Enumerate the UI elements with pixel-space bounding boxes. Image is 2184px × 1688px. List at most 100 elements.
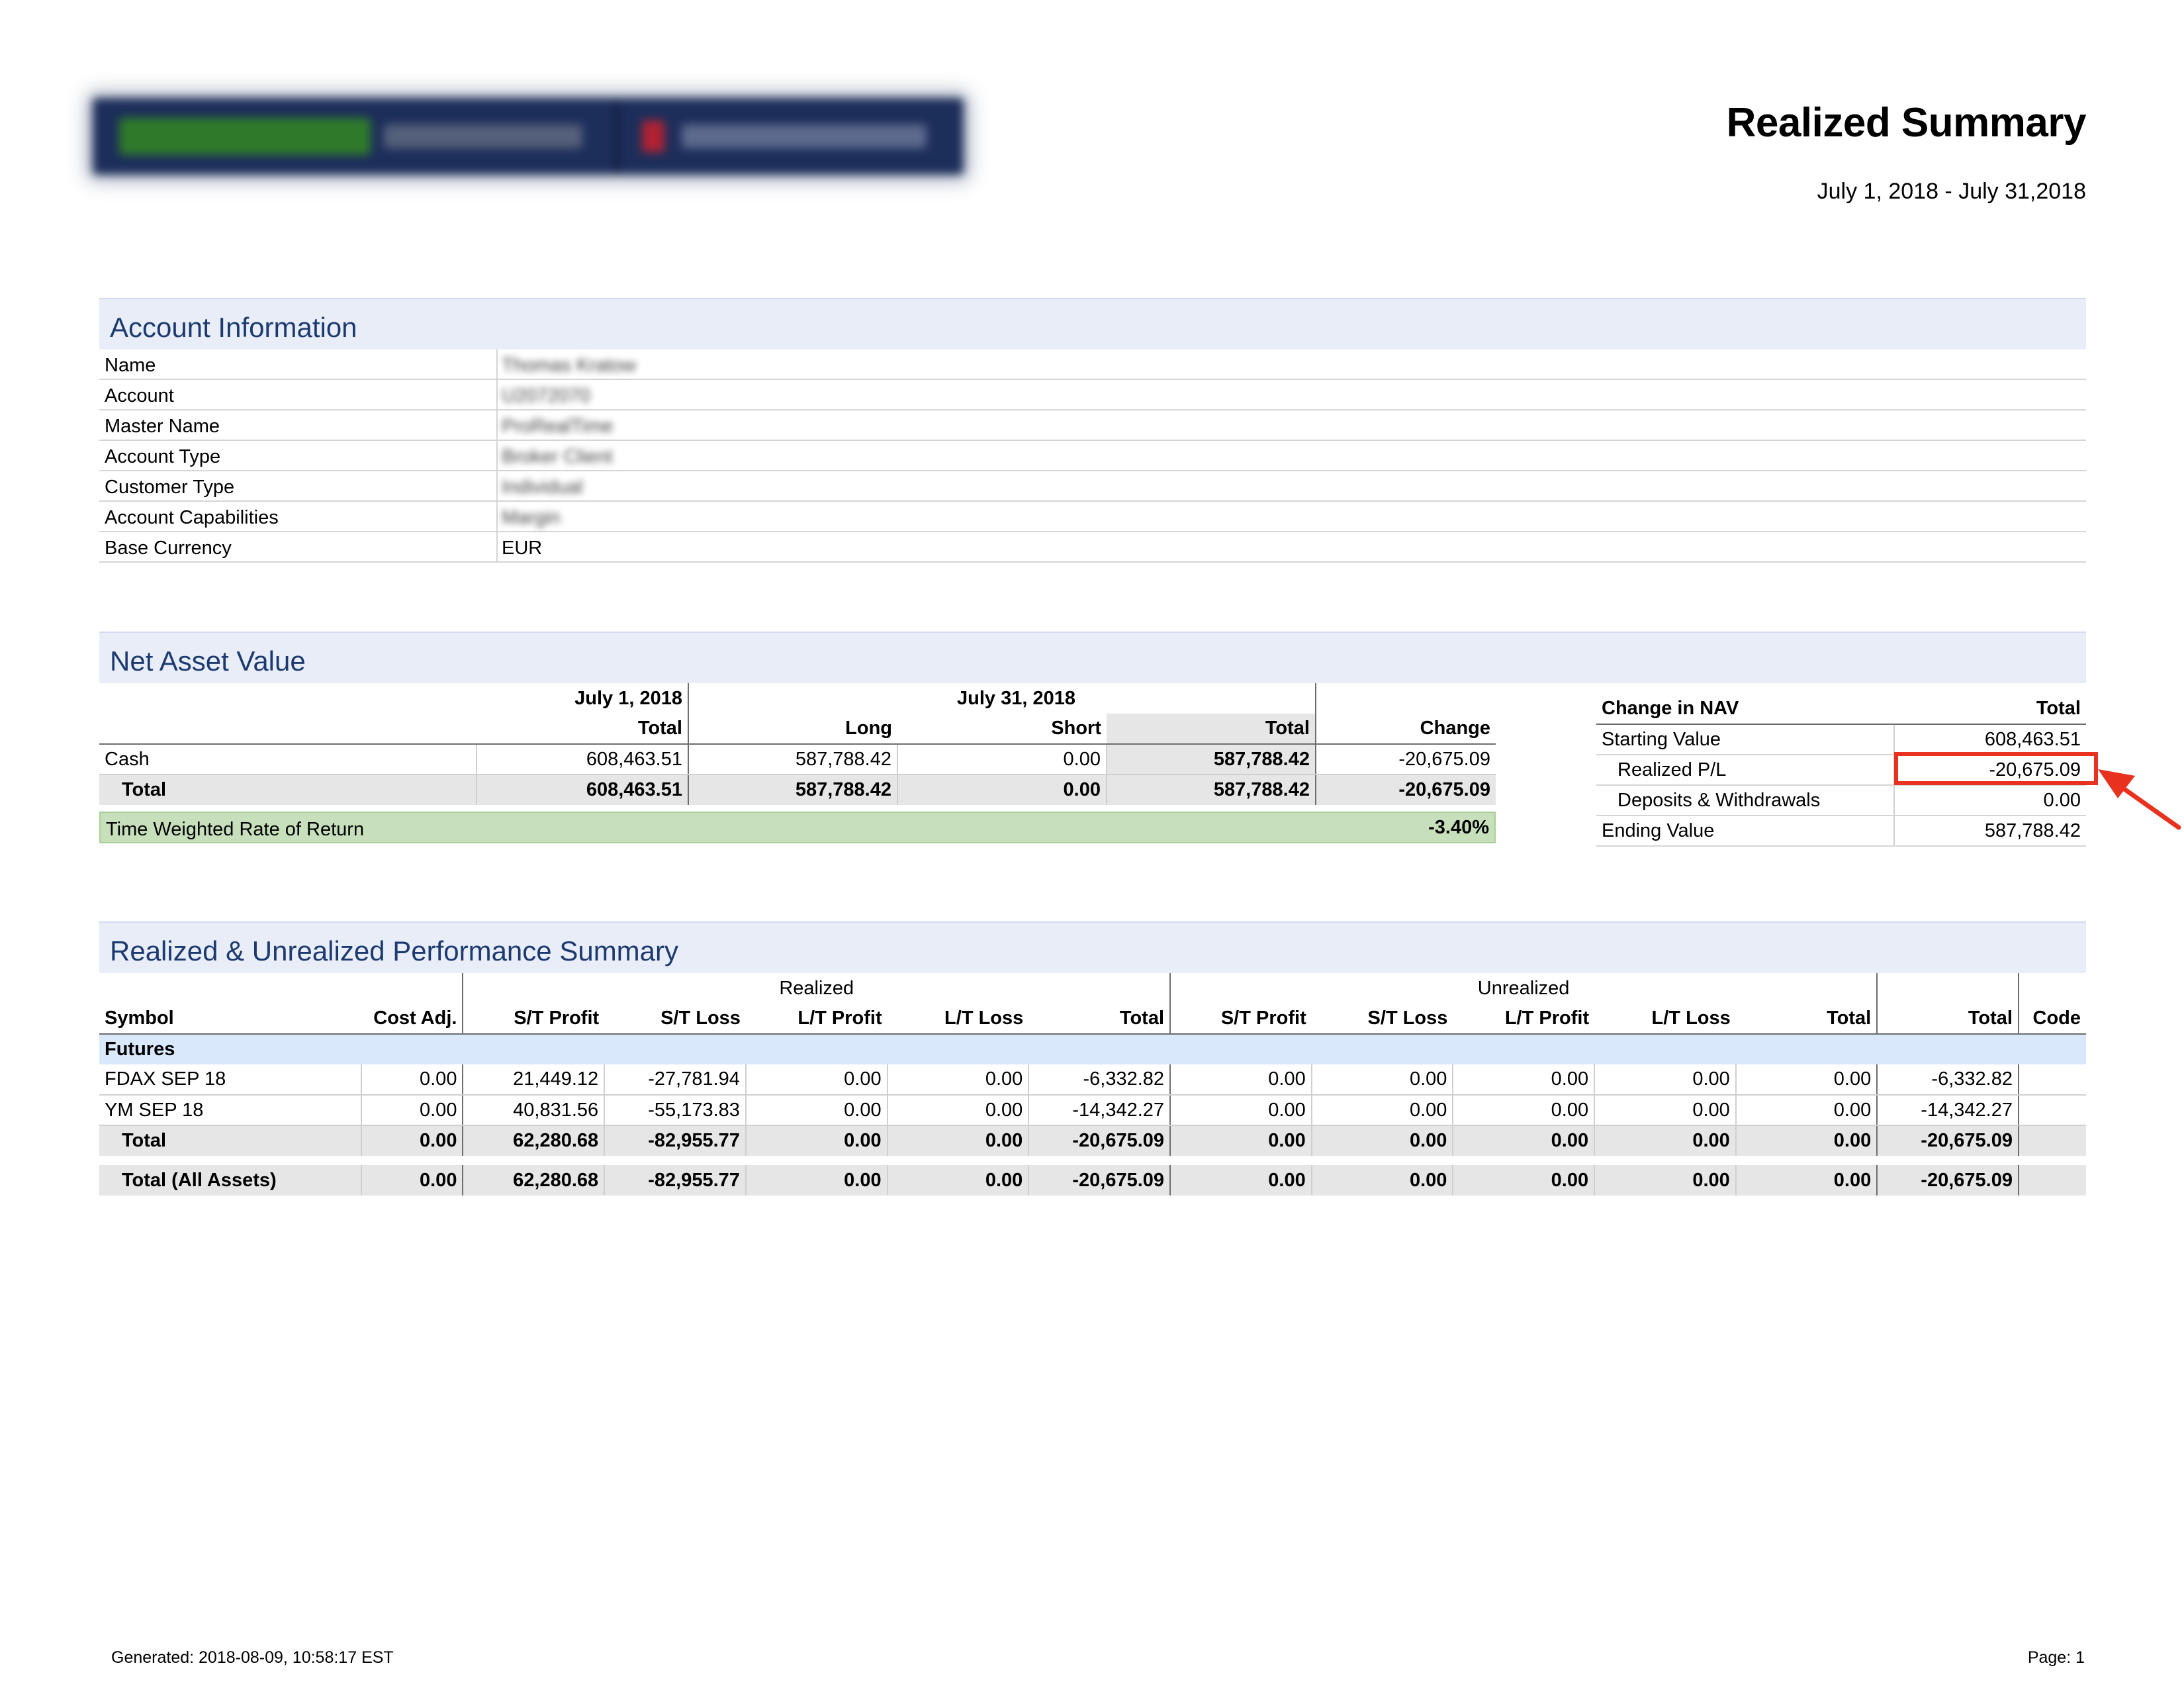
table-cell: -20,675.09 bbox=[1028, 1125, 1171, 1156]
col-realized-total: Total bbox=[1028, 1004, 1171, 1035]
account-info-value: Margin bbox=[502, 507, 561, 528]
table-cell: 40,831.56 bbox=[462, 1095, 605, 1126]
table-cell: 21,449.12 bbox=[462, 1064, 605, 1096]
symbol-cell: Total bbox=[99, 1125, 361, 1156]
table-cell: 0.00 bbox=[1169, 1064, 1312, 1096]
realized-pl-highlight-box bbox=[1894, 752, 2098, 785]
table-cell: 0.00 bbox=[360, 1095, 463, 1126]
generated-timestamp: Generated: 2018-08-09, 10:58:17 EST bbox=[111, 1648, 394, 1667]
account-info-label: Account bbox=[105, 385, 174, 406]
table-cell: 0.00 bbox=[1452, 1064, 1595, 1096]
table-cell: 0.00 bbox=[1594, 1125, 1736, 1156]
change-in-nav-row: Starting Value 608,463.51 bbox=[1596, 724, 2086, 755]
col-code: Code bbox=[2017, 1004, 2086, 1035]
change-in-nav-label: Starting Value bbox=[1596, 724, 1894, 755]
nav-cell: 587,788.42 bbox=[1106, 744, 1316, 775]
account-info-label: Customer Type bbox=[105, 477, 235, 498]
net-asset-value-header: Net Asset Value bbox=[99, 632, 2086, 683]
table-cell: 0.00 bbox=[1452, 1165, 1595, 1196]
table-cell: 0.00 bbox=[745, 1125, 887, 1156]
performance-table: Realized Unrealized Symbol Cost Adj. S/T… bbox=[99, 973, 2086, 1196]
col-grand-total: Total bbox=[1876, 1004, 2019, 1035]
nav-row-total: Total 608,463.51 587,788.42 0.00 587,788… bbox=[99, 774, 1496, 805]
change-in-nav-label: Deposits & Withdrawals bbox=[1596, 785, 1894, 816]
account-info-value: EUR bbox=[502, 538, 543, 559]
account-info-label: Name bbox=[105, 355, 156, 376]
account-info-value: ProRealTime bbox=[502, 416, 614, 437]
nav-date-end: July 31, 2018 bbox=[957, 687, 1075, 709]
table-cell: 0.00 bbox=[1735, 1095, 1878, 1126]
red-arrow-icon bbox=[2098, 769, 2181, 830]
table-cell: 62,280.68 bbox=[462, 1165, 605, 1196]
account-info-value: Individual bbox=[502, 477, 583, 498]
account-info-row: Account Type Broker Client bbox=[99, 441, 2086, 471]
col-unrealized-st-profit: S/T Profit bbox=[1169, 1004, 1312, 1035]
col-realized-lt-profit: L/T Profit bbox=[745, 1004, 887, 1035]
account-info-label: Base Currency bbox=[105, 538, 232, 559]
col-symbol: Symbol bbox=[99, 1004, 361, 1035]
nav-cell: -20,675.09 bbox=[1315, 774, 1496, 805]
table-cell: 0.00 bbox=[886, 1125, 1029, 1156]
nav-date-start: July 1, 2018 bbox=[574, 687, 682, 709]
change-in-nav-label: Ending Value bbox=[1596, 816, 1894, 847]
table-cell: -20,675.09 bbox=[1876, 1125, 2019, 1156]
table-cell: 0.00 bbox=[360, 1125, 463, 1156]
col-unrealized-st-loss: S/T Loss bbox=[1311, 1004, 1453, 1035]
nav-cell: 608,463.51 bbox=[476, 774, 688, 805]
page-title: Realized Summary bbox=[1726, 100, 2087, 146]
unrealized-group-header: Unrealized bbox=[1169, 973, 1878, 1004]
account-info-row: Account Capabilities Margin bbox=[99, 502, 2086, 532]
time-weighted-return-row: Time Weighted Rate of Return -3.40% bbox=[99, 812, 1496, 843]
nav-col-change: Change bbox=[1315, 714, 1496, 745]
nav-cell: 587,788.42 bbox=[688, 774, 897, 805]
table-cell: 0.00 bbox=[1310, 1095, 1453, 1126]
category-row-futures: Futures bbox=[99, 1034, 2086, 1064]
table-cell: 0.00 bbox=[745, 1064, 887, 1096]
account-info-value: U2072070 bbox=[502, 385, 590, 406]
table-cell: -82,955.77 bbox=[604, 1165, 746, 1196]
account-information-header: Account Information bbox=[99, 298, 2086, 350]
col-realized-lt-loss: L/T Loss bbox=[887, 1004, 1029, 1035]
change-in-nav-row: Deposits & Withdrawals 0.00 bbox=[1596, 785, 2086, 816]
nav-cell: 0.00 bbox=[897, 774, 1107, 805]
table-cell bbox=[2017, 1095, 2086, 1126]
account-info-row: Account U2072070 bbox=[99, 380, 2086, 410]
change-in-nav-row: Realized P/L -20,675.09 bbox=[1596, 755, 2086, 786]
twrr-value: -3.40% bbox=[1428, 817, 1489, 838]
table-cell: 0.00 bbox=[1169, 1125, 1312, 1156]
table-cell: 0.00 bbox=[1594, 1165, 1736, 1196]
symbol-cell: YM SEP 18 bbox=[99, 1095, 361, 1126]
account-info-row: Base Currency EUR bbox=[99, 532, 2086, 563]
table-cell: -14,342.27 bbox=[1876, 1095, 2019, 1126]
table-cell: -6,332.82 bbox=[1876, 1064, 2019, 1096]
table-cell: -27,781.94 bbox=[604, 1064, 746, 1096]
table-row: FDAX SEP 18 0.00 21,449.12 -27,781.94 0.… bbox=[99, 1064, 2086, 1096]
table-cell: 0.00 bbox=[886, 1064, 1029, 1096]
table-cell: 0.00 bbox=[360, 1064, 463, 1096]
symbol-cell: Total (All Assets) bbox=[99, 1165, 361, 1196]
nav-col-total-start: Total bbox=[477, 714, 688, 745]
change-in-nav-label: Realized P/L bbox=[1596, 755, 1894, 786]
table-cell: -6,332.82 bbox=[1028, 1064, 1171, 1096]
nav-table: July 1, 2018 July 31, 2018 Total Long Sh… bbox=[99, 683, 1496, 805]
nav-cell: 587,788.42 bbox=[688, 744, 897, 775]
table-cell: 0.00 bbox=[1452, 1095, 1595, 1126]
table-cell: 0.00 bbox=[1594, 1095, 1736, 1126]
col-cost-adj: Cost Adj. bbox=[361, 1004, 463, 1035]
col-unrealized-lt-loss: L/T Loss bbox=[1594, 1004, 1736, 1035]
account-info-value: Broker Client bbox=[502, 446, 613, 467]
grand-total-row: Total (All Assets) 0.00 62,280.68 -82,95… bbox=[99, 1165, 2086, 1196]
table-cell: -55,173.83 bbox=[604, 1095, 746, 1126]
table-cell: 0.00 bbox=[745, 1095, 887, 1126]
table-cell: 0.00 bbox=[360, 1165, 463, 1196]
nav-row-label: Cash bbox=[99, 744, 477, 775]
table-cell: 0.00 bbox=[1452, 1125, 1595, 1156]
table-cell: 62,280.68 bbox=[462, 1125, 605, 1156]
nav-cell: 608,463.51 bbox=[476, 744, 688, 775]
col-unrealized-lt-profit: L/T Profit bbox=[1453, 1004, 1595, 1035]
table-cell: 0.00 bbox=[1169, 1095, 1312, 1126]
account-info-label: Account Type bbox=[105, 446, 221, 467]
change-in-nav-table: Change in NAV Total Starting Value 608,4… bbox=[1596, 694, 2086, 847]
account-info-row: Customer Type Individual bbox=[99, 471, 2086, 502]
change-in-nav-header: Change in NAV bbox=[1596, 694, 1894, 725]
